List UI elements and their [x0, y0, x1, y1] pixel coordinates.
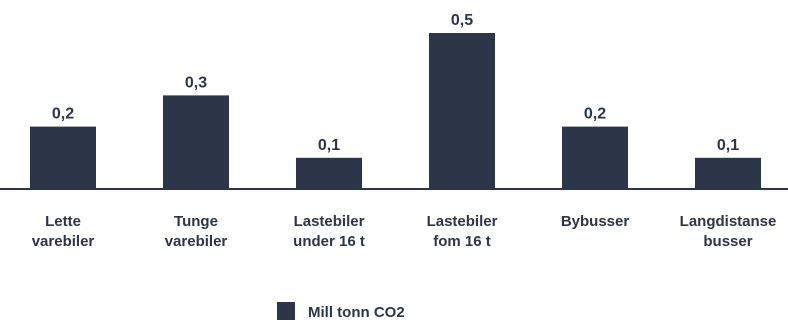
- legend-label: Mill tonn CO2: [308, 304, 405, 321]
- category-label-line: under 16 t: [293, 233, 365, 250]
- bar: [429, 33, 495, 189]
- bar: [695, 157, 761, 189]
- category-label-line: Lastebiler: [294, 213, 365, 230]
- category-label-line: varebiler: [165, 233, 228, 250]
- bar: [562, 126, 628, 189]
- bars-layer: [30, 33, 761, 189]
- category-label-line: Tunge: [174, 213, 218, 230]
- category-label: Lette varebiler: [32, 213, 95, 250]
- bar: [163, 95, 229, 189]
- category-label: Bybusser: [561, 213, 630, 230]
- category-label-line: busser: [703, 233, 752, 250]
- category-label-line: Lastebiler: [427, 213, 498, 230]
- category-label: Langdistanse busser: [680, 213, 777, 250]
- bar: [30, 126, 96, 189]
- category-label: Lastebiler under 16 t: [293, 213, 365, 250]
- category-label-line: Bybusser: [561, 213, 630, 230]
- labels-layer: 0,2 Lette varebiler 0,3 Tunge varebiler 0,1 Las…: [32, 12, 777, 250]
- legend-swatch: [277, 302, 295, 320]
- data-label: 0,5: [451, 12, 473, 29]
- data-label: 0,1: [318, 137, 340, 154]
- category-label-line: fom 16 t: [433, 233, 491, 250]
- data-label: 0,2: [52, 106, 74, 123]
- category-label-line: Langdistanse: [680, 213, 777, 230]
- bar: [296, 157, 362, 189]
- data-label: 0,1: [717, 137, 739, 154]
- category-label: Tunge varebiler: [165, 213, 228, 250]
- data-label: 0,2: [584, 106, 606, 123]
- data-label: 0,3: [185, 74, 207, 91]
- legend: Mill tonn CO2: [277, 302, 405, 321]
- category-label: Lastebiler fom 16 t: [427, 213, 498, 250]
- category-label-line: Lette: [45, 213, 81, 230]
- category-label-line: varebiler: [32, 233, 95, 250]
